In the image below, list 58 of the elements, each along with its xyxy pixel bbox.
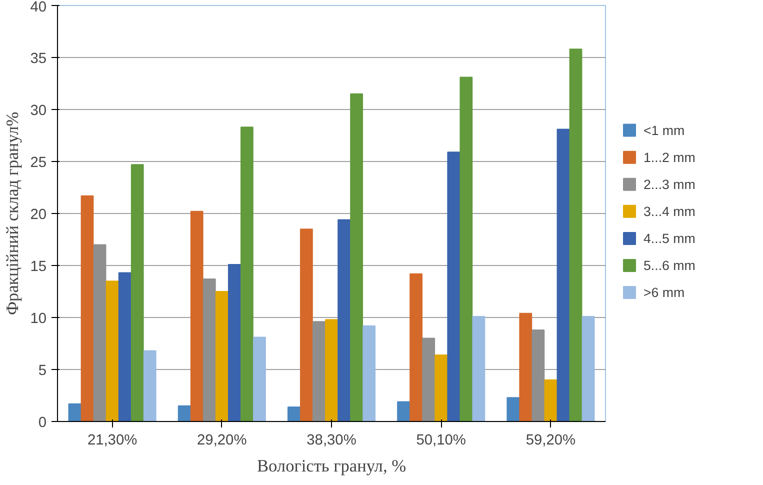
- bar: [253, 336, 266, 422]
- bar: [228, 264, 241, 422]
- bar: [287, 406, 300, 422]
- y-axis-title: Фракційний склад гранул%: [3, 112, 22, 316]
- bar: [519, 312, 532, 422]
- bar: [215, 291, 228, 422]
- bar: [362, 325, 376, 422]
- y-tick-label: 5: [38, 363, 47, 379]
- bar: [300, 228, 313, 422]
- x-tick-label: 29,20%: [197, 432, 247, 448]
- bar: [410, 273, 422, 422]
- legend-label: 1...2 mm: [644, 150, 696, 165]
- bar: [312, 321, 326, 422]
- legend-label: 2...3 mm: [644, 176, 696, 192]
- bar: [434, 354, 448, 422]
- bar: [143, 350, 156, 422]
- bar: [350, 93, 363, 422]
- x-tick-label: 38,30%: [306, 432, 356, 448]
- bar: [93, 244, 106, 422]
- bar: [178, 405, 191, 422]
- legend-label: 5...6 mm: [644, 258, 696, 273]
- bar: [544, 379, 558, 422]
- x-tick-label: 50,10%: [416, 432, 466, 448]
- bar: [506, 397, 520, 422]
- bar: [447, 152, 460, 422]
- y-tick-label: 15: [30, 259, 47, 275]
- bar: [68, 403, 82, 422]
- bar: [338, 219, 350, 422]
- bar: [130, 164, 144, 422]
- bar: [202, 278, 216, 422]
- legend-label: 3...4 mm: [644, 204, 696, 219]
- bar: [106, 280, 119, 422]
- legend-label: <1 mm: [644, 122, 685, 138]
- x-tick-label: 21,30%: [87, 432, 138, 448]
- bar: [532, 329, 545, 422]
- y-tick-label: 20: [30, 207, 47, 223]
- y-tick-label: 30: [30, 103, 47, 119]
- y-tick-label: 25: [30, 155, 47, 171]
- bar: [422, 338, 436, 422]
- bar: [460, 76, 473, 422]
- legend-label: 4...5 mm: [644, 230, 696, 246]
- bar: [80, 195, 94, 422]
- x-tick-label: 59,20%: [526, 432, 576, 448]
- y-tick-label: 0: [38, 415, 47, 431]
- bar: [325, 319, 338, 422]
- bar: [240, 126, 254, 422]
- bar: [118, 272, 132, 422]
- bar: [582, 316, 595, 422]
- bar: [556, 128, 570, 422]
- y-tick-label: 10: [30, 311, 47, 327]
- bar: [397, 401, 410, 422]
- bar: [472, 316, 486, 422]
- y-tick-label: 35: [30, 51, 47, 67]
- legend-label: >6 mm: [644, 285, 685, 300]
- x-axis-title: Вологість гранул, %: [256, 456, 406, 476]
- bar: [190, 210, 204, 422]
- y-tick-label: 40: [30, 0, 47, 16]
- bar: [569, 48, 582, 422]
